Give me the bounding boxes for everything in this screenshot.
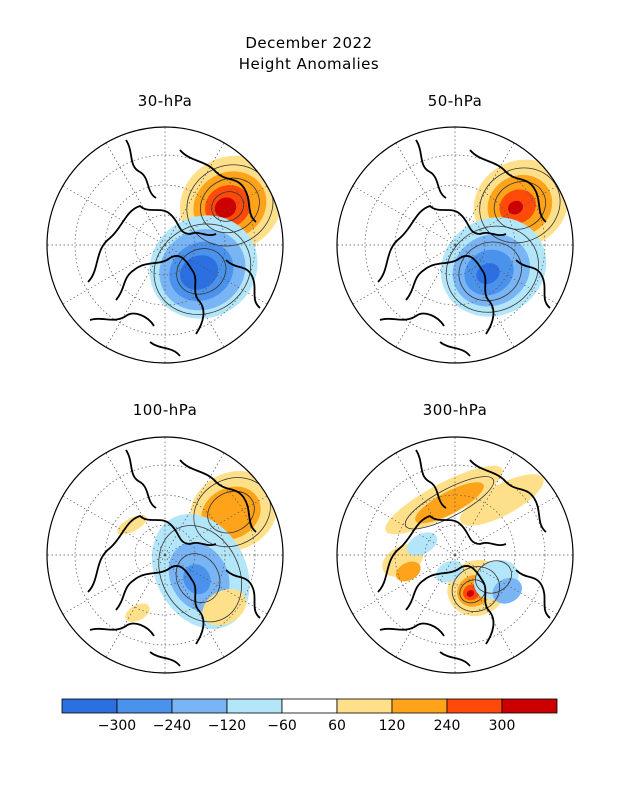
map-fields	[47, 127, 283, 363]
anomaly-shading	[415, 482, 484, 524]
coastline	[115, 565, 205, 645]
coastline	[125, 139, 157, 199]
colorbar-tick-label: 120	[379, 718, 406, 734]
latitude-line	[134, 214, 196, 276]
coastline	[179, 149, 257, 223]
latitude-line	[424, 524, 486, 586]
height-contour	[207, 490, 255, 534]
colorbar-swatch	[116, 698, 173, 714]
anomaly-shading	[179, 255, 219, 290]
colorbar-swatch	[61, 698, 118, 714]
coastline	[439, 651, 471, 667]
coastline	[469, 149, 547, 223]
coastline	[405, 565, 495, 645]
map-title: December 2022	[245, 34, 373, 52]
latitude-line	[74, 464, 256, 646]
coastline	[89, 622, 155, 637]
coastline	[225, 569, 261, 619]
height-contour	[404, 476, 495, 530]
coastline	[405, 255, 495, 335]
colorbar-tick-label: −120	[208, 718, 246, 734]
height-contour	[451, 566, 501, 613]
coastline	[377, 514, 507, 593]
colorbar-swatch	[501, 698, 558, 714]
height-contour	[175, 553, 221, 603]
colorbar-tick-label: −60	[267, 718, 297, 734]
colorbar-swatch	[391, 698, 448, 714]
height-contour	[158, 525, 243, 623]
colorbar: −300 −240 −120 −60 60 120 240 300	[61, 698, 558, 734]
colorbar-tick-label: −300	[98, 718, 136, 734]
polar-map-100hpa	[46, 436, 284, 674]
panel-label-100hpa: 100-hPa	[132, 401, 198, 419]
map-border	[336, 436, 574, 674]
anomaly-shading	[476, 263, 500, 285]
height-contour	[479, 167, 561, 244]
anomaly-shading	[466, 590, 475, 597]
coastline	[515, 569, 551, 619]
coastline	[469, 459, 547, 533]
coastline	[89, 312, 155, 327]
height-contour	[200, 177, 260, 234]
map-subtitle: Height Anomalies	[238, 55, 380, 73]
map-border	[46, 126, 284, 364]
panel-label-30hpa: 30-hPa	[137, 92, 193, 110]
colorbar-swatch	[336, 698, 393, 714]
coastline	[415, 139, 447, 199]
polar-map-300hpa	[336, 436, 574, 674]
coastline	[149, 341, 181, 357]
panel-label-300hpa: 300-hPa	[422, 401, 488, 419]
colorbar-swatch	[171, 698, 228, 714]
anomaly-shading	[125, 603, 150, 622]
map-fields	[47, 437, 283, 673]
coastline	[377, 204, 507, 283]
coastline	[87, 204, 217, 283]
anomaly-shading	[395, 561, 421, 582]
map-border	[46, 436, 284, 674]
coastline	[379, 312, 445, 327]
latitude-line	[424, 214, 486, 276]
latitude-line	[74, 154, 256, 336]
map-fields	[337, 127, 573, 363]
coastline	[415, 449, 447, 509]
anomaly-shading	[406, 532, 438, 556]
colorbar-tick-label: 300	[489, 718, 516, 734]
height-contour	[176, 248, 227, 295]
height-contour	[475, 560, 512, 594]
height-contour	[458, 241, 522, 302]
coastline	[225, 259, 261, 309]
coastline	[115, 255, 205, 335]
polar-map-30hpa	[46, 126, 284, 364]
coastline	[125, 449, 157, 509]
map-border	[336, 126, 574, 364]
coastline	[439, 341, 471, 357]
polar-map-50hpa	[336, 126, 574, 364]
panel-label-50hpa: 50-hPa	[427, 92, 483, 110]
colorbar-tick-label: −240	[153, 718, 191, 734]
colorbar-tick-label: 60	[328, 718, 346, 734]
colorbar-tick-label: 240	[434, 718, 461, 734]
colorbar-swatch	[281, 698, 338, 714]
coastline	[149, 651, 181, 667]
anomaly-shading	[183, 564, 211, 595]
map-fields	[337, 437, 573, 673]
anomaly-shading	[459, 474, 544, 526]
colorbar-swatch	[446, 698, 503, 714]
coastline	[379, 622, 445, 637]
latitude-line	[364, 154, 546, 336]
height-contour	[493, 181, 547, 230]
coastline	[87, 514, 217, 593]
latitude-line	[134, 524, 196, 586]
colorbar-swatch	[226, 698, 283, 714]
anomaly-shading	[508, 200, 523, 215]
latitude-line	[364, 464, 546, 646]
coastline	[515, 259, 551, 309]
coastline	[179, 459, 257, 533]
anomaly-shading	[214, 197, 237, 218]
